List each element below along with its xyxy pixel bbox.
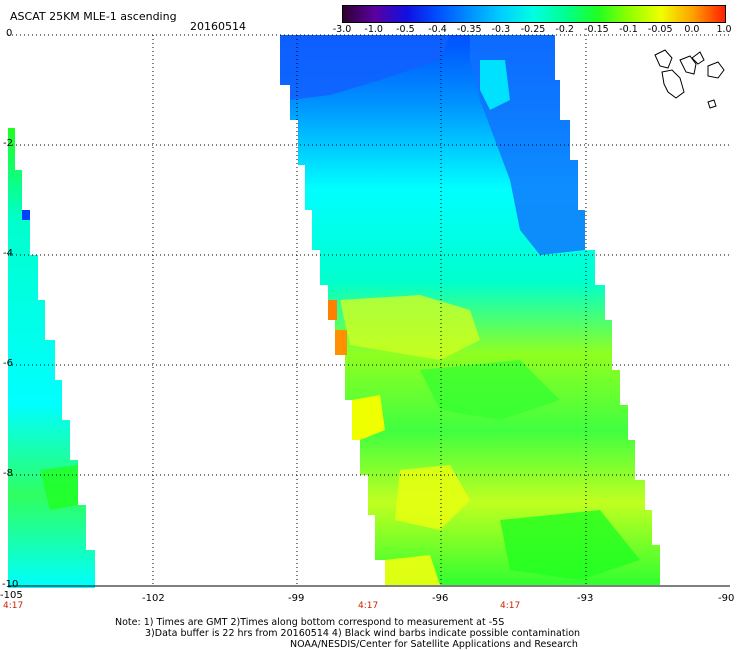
y-tick-label: -2 (3, 138, 13, 149)
swath-orange-patch (328, 300, 337, 320)
note-line: Note: 1) Times are GMT 2)Times along bot… (115, 617, 505, 628)
x-tick-label: -99 (288, 593, 305, 604)
colorbar-segment (470, 6, 503, 22)
y-tick-label: -4 (3, 248, 13, 259)
colorbar-segment (693, 6, 725, 22)
time-label: 4:17 (3, 601, 24, 611)
colorbar-label: 1.0 (716, 24, 732, 35)
note-line: 3)Data buffer is 22 hrs from 20160514 4)… (145, 628, 581, 639)
swath-yellow-patch (352, 395, 385, 440)
colorbar-label: -0.25 (520, 24, 546, 35)
map-title: ASCAT 25KM MLE-1 ascending (10, 10, 177, 23)
colorbar-label: -0.05 (647, 24, 673, 35)
colorbar-segment (343, 6, 375, 22)
swath-yellow-patch (395, 465, 470, 530)
colorbar-segment (406, 6, 439, 22)
colorbar (342, 5, 726, 23)
left-swath-blue-pixel (22, 210, 30, 220)
colorbar-label: -0.3 (491, 24, 511, 35)
left-swath (8, 128, 95, 588)
y-tick-label: -10 (2, 579, 19, 590)
swath-green-patch (500, 510, 640, 580)
colorbar-label: 0.0 (684, 24, 700, 35)
y-tick-label: 0 (6, 28, 13, 39)
colorbar-label: -0.2 (555, 24, 574, 35)
colorbar-label: -0.35 (456, 24, 482, 35)
swath-cyan-patch (480, 60, 510, 110)
x-tick-label: -90 (718, 593, 735, 604)
swath-yellow-patch (385, 555, 440, 585)
colorbar-segment (438, 6, 471, 22)
colorbar-label: -0.4 (428, 24, 447, 35)
colorbar-segment (597, 6, 630, 22)
colorbar-labels: -3.0 -1.0 -0.5 -0.4 -0.35 -0.3 -0.25 -0.… (333, 24, 732, 36)
grid-lines (8, 34, 730, 586)
colorbar-segment (502, 6, 534, 22)
map-date: 20160514 (190, 20, 246, 33)
colorbar-segment (629, 6, 662, 22)
swath-blue-region (280, 35, 450, 100)
left-swath-green-patch (40, 465, 78, 510)
y-tick-label: -6 (3, 358, 13, 369)
colorbar-segment (533, 6, 566, 22)
colorbar-label: -3.0 (332, 24, 352, 35)
colorbar-label: -0.5 (396, 24, 415, 35)
galapagos-islands (654, 49, 725, 109)
swath-green-patch (420, 360, 560, 420)
colorbar-label: -1.0 (364, 24, 383, 35)
colorbar-label: -0.15 (584, 24, 609, 35)
x-tick-label: -102 (142, 593, 165, 604)
colorbar-segment (661, 6, 694, 22)
note-line: NOAA/NESDIS/Center for Satellite Applica… (290, 639, 578, 650)
colorbar-label: -0.1 (619, 24, 638, 35)
x-tick-label: -93 (577, 593, 594, 604)
swath-orange-patch (335, 330, 347, 355)
colorbar-segment (565, 6, 598, 22)
colorbar-segment (374, 6, 407, 22)
time-label: 4:17 (500, 601, 521, 611)
y-tick-label: -8 (3, 468, 13, 479)
x-tick-label: -96 (432, 593, 449, 604)
swath-yellow-patch (340, 295, 480, 360)
time-label: 4:17 (358, 601, 379, 611)
x-tick-label: -105 (0, 590, 23, 601)
